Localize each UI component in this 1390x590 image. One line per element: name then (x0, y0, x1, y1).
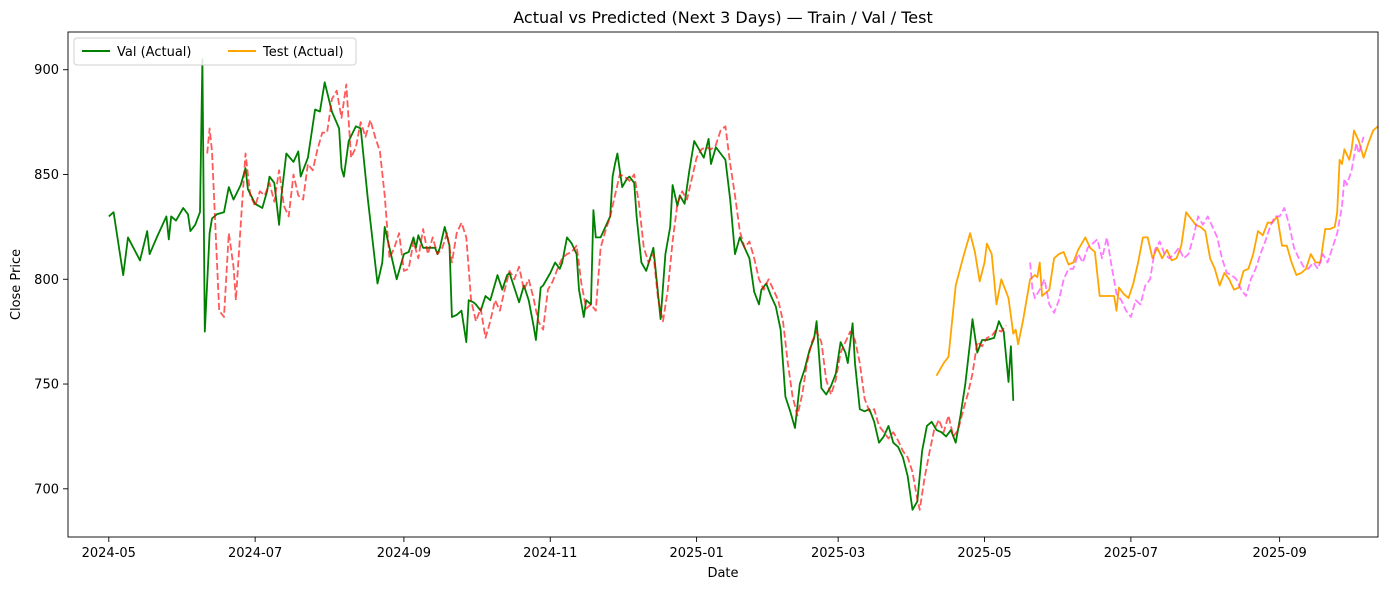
series-line-3 (1029, 136, 1365, 318)
plot-area (67, 31, 1379, 538)
y-tick-label: 850 (34, 168, 59, 183)
y-tick-label: 750 (34, 378, 59, 393)
legend-label-val-actual: Val (Actual) (117, 45, 191, 60)
plot-frame-background (68, 32, 1378, 537)
series-layer (108, 58, 1379, 511)
y-axis-label: Close Price (9, 249, 24, 320)
x-tick-label: 2025-03 (811, 546, 865, 561)
x-axis-label: Date (707, 566, 738, 581)
y-tick-label: 700 (34, 482, 59, 497)
x-tick-label: 2024-07 (228, 546, 282, 561)
series-line-2 (206, 83, 1007, 511)
chart-title: Actual vs Predicted (Next 3 Days) — Trai… (513, 8, 932, 27)
x-tick-label: 2024-05 (82, 546, 136, 561)
x-tick-label: 2025-01 (669, 546, 723, 561)
legend-frame (73, 37, 357, 66)
legend-label-test-actual: Test (Actual) (262, 45, 344, 60)
plot-border (67, 31, 1379, 538)
legend: Val (Actual) Test (Actual) (73, 37, 357, 66)
x-tick-label: 2024-09 (377, 546, 431, 561)
x-tick-label: 2024-11 (523, 546, 577, 561)
x-tick-label: 2025-07 (1104, 546, 1158, 561)
y-tick-label: 900 (34, 63, 59, 78)
x-tick-label: 2025-05 (957, 546, 1011, 561)
y-tick-label: 800 (34, 273, 59, 288)
y-axis: 700 750 800 850 900 (34, 63, 68, 497)
x-axis: 2024-05 2024-07 2024-09 2024-11 2025-01 2025-… (82, 537, 1307, 561)
x-tick-label: 2025-09 (1252, 546, 1306, 561)
series-line-0 (108, 58, 1015, 511)
